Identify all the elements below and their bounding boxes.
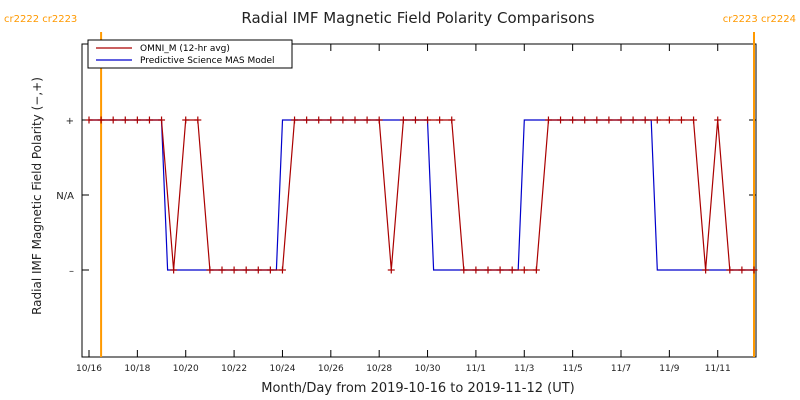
data-point: [218, 266, 226, 274]
data-point: [569, 116, 577, 124]
x-tick-label: 10/26: [318, 364, 344, 374]
data-point: [278, 266, 286, 274]
data-point: [399, 116, 407, 124]
x-tick-label: 10/22: [221, 364, 247, 374]
data-point: [629, 116, 637, 124]
y-axis-label: Radial IMF Magnetic Field Polarity (−,+): [30, 77, 44, 315]
x-tick-label: 10/20: [173, 364, 199, 374]
data-point: [714, 116, 722, 124]
data-point: [424, 116, 432, 124]
data-point: [411, 116, 419, 124]
chart-title: Radial IMF Magnetic Field Polarity Compa…: [241, 9, 594, 27]
data-point: [315, 116, 323, 124]
data-point: [544, 116, 552, 124]
data-point: [206, 266, 214, 274]
x-tick-label: 10/30: [415, 364, 441, 374]
legend-box: [87, 39, 293, 69]
y-tick-label: –: [69, 266, 74, 277]
data-point: [508, 266, 516, 274]
data-point: [375, 116, 383, 124]
data-point: [726, 266, 734, 274]
data-point: [109, 116, 117, 124]
data-point: [581, 116, 589, 124]
plot-area: [81, 43, 757, 358]
x-tick-label: 10/24: [269, 364, 295, 374]
y-tick-label: N/A: [56, 191, 74, 202]
data-point: [472, 266, 480, 274]
data-point: [254, 266, 262, 274]
carrington-markers: cr2222 cr2223 cr2223 cr2224: [4, 14, 796, 357]
data-point: [121, 116, 129, 124]
data-point: [170, 266, 178, 274]
data-point: [484, 266, 492, 274]
data-point: [677, 116, 685, 124]
data-point: [448, 116, 456, 124]
data-point: [653, 116, 661, 124]
data-point: [85, 116, 93, 124]
data-point: [702, 266, 710, 274]
y-tick-label: +: [66, 116, 74, 127]
carrington-label: cr2222 cr2223: [4, 14, 77, 25]
data-point: [194, 116, 202, 124]
x-tick-label: 10/28: [366, 364, 392, 374]
data-point: [436, 116, 444, 124]
data-point: [303, 116, 311, 124]
x-tick-label: 11/11: [705, 364, 731, 374]
data-point: [158, 116, 166, 124]
data-point: [520, 266, 528, 274]
data-point: [145, 116, 153, 124]
data-point: [182, 116, 190, 124]
legend-mas-label: Predictive Science MAS Model: [140, 56, 275, 66]
data-point: [230, 266, 238, 274]
series-group: [85, 116, 758, 274]
data-point: [605, 116, 613, 124]
data-point: [460, 266, 468, 274]
data-point: [665, 116, 673, 124]
data-point: [266, 266, 274, 274]
x-tick-label: 10/18: [124, 364, 150, 374]
data-point: [133, 116, 141, 124]
x-tick-label: 11/5: [563, 364, 583, 374]
x-tick-label: 10/16: [76, 364, 102, 374]
x-tick-label: 11/3: [514, 364, 534, 374]
legend-omni-label: OMNI_M (12-hr avg): [140, 44, 230, 54]
x-tick-label: 11/1: [466, 364, 486, 374]
series-line: [89, 119, 754, 271]
axis-ticks: + N/A – 10/16 10/18 10/20 10/22 10/24 10/26 10/28…: [56, 44, 756, 374]
data-point: [690, 116, 698, 124]
data-point: [363, 116, 371, 124]
data-point: [617, 116, 625, 124]
carrington-label: cr2223 cr2224: [723, 14, 796, 25]
legend: OMNI_M (12-hr avg) Predictive Science MA…: [87, 39, 293, 69]
x-tick-label: 11/9: [659, 364, 679, 374]
data-point: [387, 266, 395, 274]
data-point: [339, 116, 347, 124]
x-axis-label: Month/Day from 2019-10-16 to 2019-11-12 …: [261, 381, 574, 396]
x-tick-label: 11/7: [611, 364, 631, 374]
data-point: [750, 266, 758, 274]
data-point: [351, 116, 359, 124]
data-point: [291, 116, 299, 124]
data-point: [496, 266, 504, 274]
data-point: [242, 266, 250, 274]
data-point: [738, 266, 746, 274]
data-point: [532, 266, 540, 274]
data-point: [593, 116, 601, 124]
data-point: [327, 116, 335, 124]
data-point: [557, 116, 565, 124]
data-point: [97, 116, 105, 124]
data-point: [641, 116, 649, 124]
